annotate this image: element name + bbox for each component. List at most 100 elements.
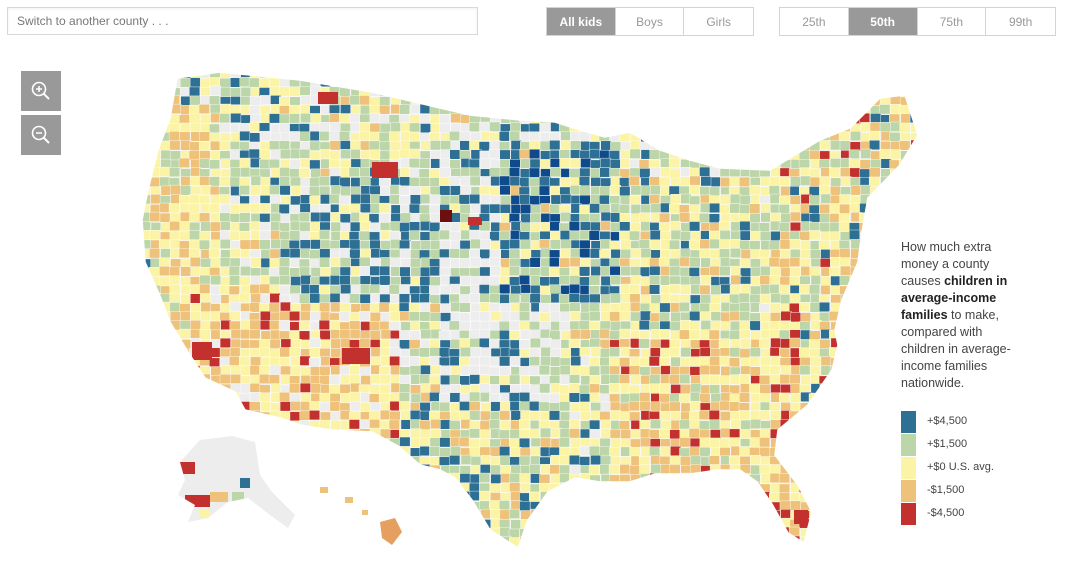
county-cell[interactable]: [890, 492, 901, 503]
county-cell[interactable]: [890, 274, 901, 285]
county-cell[interactable]: [709, 491, 721, 502]
county-cell[interactable]: [700, 69, 711, 79]
county-cell[interactable]: [449, 69, 461, 79]
county-cell[interactable]: [700, 473, 712, 484]
county-cell[interactable]: [129, 518, 140, 528]
county-cell[interactable]: [219, 526, 231, 537]
county-cell[interactable]: [470, 456, 482, 467]
county-cell[interactable]: [739, 158, 751, 169]
county-cell[interactable]: [151, 61, 162, 70]
county-cell[interactable]: [840, 411, 851, 422]
county-cell[interactable]: [389, 87, 401, 97]
county-cell[interactable]: [269, 546, 281, 557]
county-cell[interactable]: [869, 347, 881, 358]
county-cell[interactable]: [410, 240, 422, 251]
county-cell[interactable]: [519, 320, 531, 331]
county-cell[interactable]: [430, 556, 441, 562]
county-cell[interactable]: [139, 437, 150, 448]
county-cell[interactable]: [921, 473, 932, 483]
county-cell[interactable]: [509, 113, 521, 124]
county-cell[interactable]: [489, 293, 501, 303]
county-cell[interactable]: [580, 221, 591, 232]
county-cell[interactable]: [750, 258, 761, 269]
county-cell[interactable]: [549, 203, 560, 214]
county-cell[interactable]: [360, 437, 372, 448]
county-cell[interactable]: [589, 203, 601, 214]
county-cell[interactable]: [210, 410, 222, 421]
county-cell[interactable]: [799, 302, 810, 312]
county-cell[interactable]: [590, 177, 602, 188]
county-cell[interactable]: [699, 437, 711, 448]
county-cell[interactable]: [890, 258, 902, 269]
county-cell[interactable]: [369, 149, 381, 160]
county-cell[interactable]: [899, 140, 911, 151]
county-cell[interactable]: [489, 446, 501, 457]
county-cell[interactable]: [310, 69, 322, 79]
county-cell[interactable]: [789, 337, 801, 348]
county-cell[interactable]: [460, 527, 472, 538]
county-cell[interactable]: [190, 293, 202, 304]
county-cell[interactable]: [380, 257, 392, 268]
county-cell[interactable]: [299, 266, 311, 277]
county-cell[interactable]: [609, 104, 621, 115]
county-cell[interactable]: [880, 500, 892, 511]
county-cell[interactable]: [419, 536, 431, 547]
county-cell[interactable]: [141, 492, 152, 503]
county-cell[interactable]: [131, 439, 142, 449]
county-cell[interactable]: [679, 141, 690, 152]
county-cell[interactable]: [880, 176, 892, 187]
county-cell[interactable]: [809, 492, 821, 503]
county-cell[interactable]: [668, 347, 680, 358]
county-cell[interactable]: [330, 185, 342, 196]
county-cell[interactable]: [739, 519, 751, 530]
county-cell[interactable]: [329, 527, 341, 538]
county-cell[interactable]: [249, 203, 261, 213]
county-cell[interactable]: [408, 230, 420, 241]
county-cell[interactable]: [239, 411, 250, 422]
county-cell[interactable]: [140, 239, 152, 250]
county-cell[interactable]: [489, 231, 501, 242]
county-cell[interactable]: [531, 59, 542, 68]
county-cell[interactable]: [508, 69, 520, 80]
county-cell[interactable]: [450, 509, 462, 520]
county-cell[interactable]: [720, 131, 731, 142]
county-cell[interactable]: [309, 159, 321, 170]
county-cell[interactable]: [309, 347, 321, 358]
county-cell[interactable]: [808, 95, 820, 106]
county-cell[interactable]: [560, 113, 572, 124]
county-cell[interactable]: [290, 401, 302, 411]
county-cell[interactable]: [809, 446, 821, 457]
county-cell[interactable]: [879, 185, 891, 196]
county-cell[interactable]: [318, 176, 330, 187]
county-cell[interactable]: [498, 141, 510, 152]
county-cell[interactable]: [410, 482, 422, 493]
county-cell[interactable]: [889, 132, 901, 143]
county-cell[interactable]: [659, 492, 671, 503]
county-cell[interactable]: [160, 60, 171, 70]
percentile-option-99th[interactable]: 99th: [986, 8, 1055, 35]
county-cell[interactable]: [529, 76, 541, 87]
county-cell[interactable]: [350, 536, 362, 547]
county-cell[interactable]: [750, 70, 762, 80]
county-cell[interactable]: [500, 482, 511, 493]
county-cell[interactable]: [558, 537, 570, 548]
county-cell[interactable]: [638, 238, 650, 249]
county-cell[interactable]: [910, 96, 922, 107]
county-cell[interactable]: [269, 437, 281, 448]
county-cell[interactable]: [170, 428, 182, 439]
county-cell[interactable]: [680, 546, 691, 557]
county-cell[interactable]: [480, 59, 491, 69]
county-cell[interactable]: [659, 302, 671, 313]
county-cell[interactable]: [329, 437, 341, 448]
county-cell[interactable]: [359, 338, 371, 348]
county-cell[interactable]: [870, 420, 882, 431]
county-cell[interactable]: [610, 212, 621, 223]
county-cell[interactable]: [228, 265, 240, 276]
county-cell[interactable]: [399, 239, 410, 250]
county-cell[interactable]: [848, 229, 860, 240]
county-cell[interactable]: [889, 500, 901, 511]
county-cell[interactable]: [879, 122, 891, 132]
county-cell[interactable]: [589, 76, 601, 87]
county-cell[interactable]: [169, 527, 181, 538]
county-cell[interactable]: [860, 310, 872, 321]
